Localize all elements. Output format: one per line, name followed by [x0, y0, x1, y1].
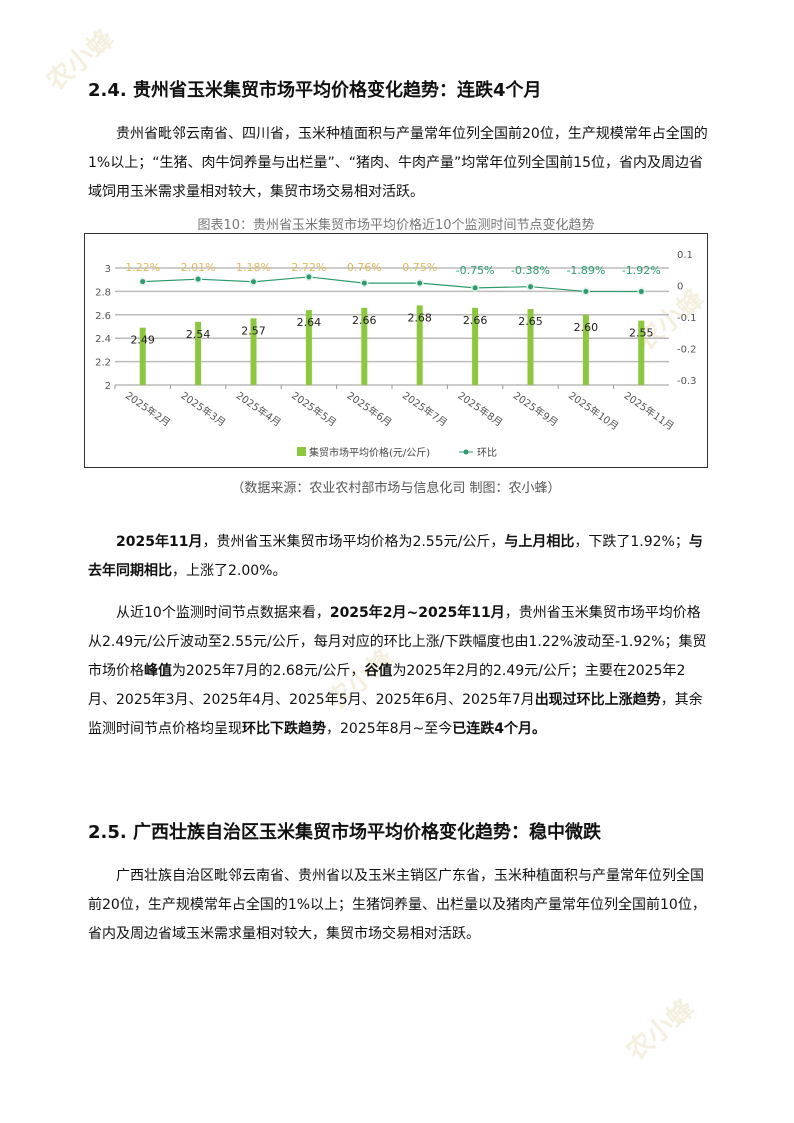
legend-bar-label: 集贸市场平均价格(元/公斤) — [309, 446, 430, 459]
bar-data-label: 2.64 — [297, 316, 322, 329]
x-tick-label: 2025年5月 — [289, 389, 339, 429]
line-data-label: -1.92% — [622, 264, 661, 277]
bar — [195, 321, 202, 385]
text-run: 从近10个监测时间节点数据来看， — [116, 605, 330, 621]
x-tick-label: 2025年11月 — [622, 389, 677, 433]
text-run: ，2025年8月~至今 — [326, 721, 453, 737]
text-run: 为2025年7月的2.68元/公斤， — [172, 663, 365, 679]
legend-line-label: 环比 — [477, 447, 497, 459]
x-tick-label: 2025年6月 — [345, 389, 395, 429]
x-tick-label: 2025年2月 — [123, 389, 173, 429]
text-run: ，上涨了2.00%。 — [172, 563, 287, 579]
text-run: 与去年同期相比 — [88, 534, 703, 579]
analysis-paragraph: 从近10个监测时间节点数据来看，2025年2月~2025年11月，贵州省玉米集贸… — [88, 599, 708, 744]
section-heading: 2.4. 贵州省玉米集贸市场平均价格变化趋势：连跌4个月 — [88, 80, 542, 101]
bar-data-label: 2.57 — [241, 324, 266, 337]
line-point — [306, 274, 312, 280]
bar — [416, 305, 423, 385]
line-data-label: 1.18% — [236, 261, 271, 274]
bar — [472, 307, 479, 385]
text-run: 环比下跌趋势 — [242, 721, 326, 737]
text-run: 出现过环比上涨趋势 — [534, 692, 661, 708]
y-tick-label: 2.8 — [95, 287, 111, 298]
y-tick-label: 2.4 — [95, 334, 111, 345]
y-tick-label: 3 — [105, 264, 111, 275]
bar-data-label: 2.66 — [463, 314, 488, 327]
text-run: ，下跌了1.92%； — [574, 534, 689, 550]
line-point — [195, 276, 201, 282]
line-point — [528, 284, 533, 290]
text-run: 2025年11月 — [116, 534, 203, 550]
text-run: 峰值 — [144, 663, 172, 679]
x-tick-label: 2025年10月 — [566, 389, 621, 433]
chart-svg: 2 2.2 2.4 2.6 2.8 3 -0.3 -0.2 -0.1 0 0.1 2.49 1.22% 2… — [95, 250, 697, 459]
y2-tick-label: 0.1 — [677, 250, 693, 261]
chart: 2 2.2 2.4 2.6 2.8 3 -0.3 -0.2 -0.1 0 0.1 2.49 1.22% 2… — [84, 233, 708, 468]
x-tick-label: 2025年9月 — [511, 389, 561, 429]
line-data-label: -0.38% — [511, 264, 550, 277]
bar — [582, 314, 589, 385]
text-run: 2025年2月~2025年11月 — [329, 605, 505, 621]
legend-line-marker — [463, 449, 469, 455]
x-tick-label: 2025年7月 — [400, 389, 450, 429]
y2-tick-label: -0.3 — [677, 376, 697, 387]
line-point — [251, 279, 256, 285]
bar — [361, 307, 368, 385]
line-point — [583, 288, 589, 294]
intro-paragraph: 贵州省毗邻云南省、四川省，玉米种植面积与产量常年位列全国前20位，生产规模常年占… — [88, 126, 708, 200]
bar-data-label: 2.68 — [407, 311, 432, 324]
line-data-label: 0.75% — [402, 261, 437, 274]
bar — [527, 308, 534, 385]
line-point — [361, 280, 367, 286]
bar-data-label: 2.66 — [352, 314, 377, 327]
summary-paragraph: 2025年11月，贵州省玉米集贸市场平均价格为2.55元/公斤，与上月相比，下跌… — [88, 528, 708, 586]
x-tick-label: 2025年3月 — [178, 389, 228, 429]
text-run: 谷值 — [364, 663, 393, 679]
line-data-label: -0.75% — [456, 264, 495, 277]
y2-tick-label: 0 — [677, 282, 683, 293]
x-tick-label: 2025年4月 — [234, 389, 284, 429]
line-series — [142, 276, 642, 293]
y2-tick-label: -0.2 — [677, 345, 697, 356]
line-data-label: 0.76% — [347, 261, 382, 274]
y-tick-label: 2.6 — [95, 311, 111, 322]
line-data-label: 1.22% — [125, 261, 160, 274]
text-run: ，贵州省玉米集贸市场平均价格为2.55元/公斤， — [202, 534, 505, 550]
line-data-label: 2.01% — [181, 261, 216, 274]
line-point — [417, 280, 423, 286]
legend-bar-swatch — [297, 447, 306, 456]
line-data-label: 2.72% — [291, 261, 326, 274]
line-point — [638, 289, 644, 295]
source-note: （数据来源：农业农村部市场与信息化司 制图：农小蜂） — [231, 481, 561, 496]
y2-tick-label: -0.1 — [677, 313, 697, 324]
x-tick-label: 2025年8月 — [455, 389, 505, 429]
bar — [250, 318, 257, 385]
bar — [305, 310, 312, 385]
watermark: 农小蜂 — [621, 993, 701, 1067]
bar-data-label: 2.55 — [629, 327, 654, 340]
line-point — [140, 279, 146, 285]
bar-data-label: 2.49 — [130, 334, 155, 347]
y-tick-label: 2.2 — [95, 358, 111, 369]
intro-paragraph: 广西壮族自治区毗邻云南省、贵州省以及玉米主销区广东省，玉米种植面积与产量常年位列… — [88, 868, 706, 942]
y-tick-label: 2 — [105, 381, 111, 392]
bar-data-label: 2.65 — [518, 315, 543, 328]
line-data-label: -1.89% — [566, 264, 605, 277]
bar — [638, 320, 645, 385]
bar-data-label: 2.60 — [574, 321, 599, 334]
text-run: ，其余监测时间节点价格均呈现 — [88, 692, 703, 737]
bar — [139, 327, 146, 385]
line-point — [472, 285, 478, 291]
chart-caption: 图表10：贵州省玉米集贸市场平均价格近10个监测时间节点变化趋势 — [197, 218, 595, 233]
bar-data-label: 2.54 — [186, 328, 211, 341]
section-heading: 2.5. 广西壮族自治区玉米集贸市场平均价格变化趋势：稳中微跌 — [88, 822, 601, 843]
text-run: 为2025年2月的2.49元/公斤；主要在2025年2月、2025年3月、202… — [88, 663, 686, 708]
text-run: 已连跌4个月。 — [452, 721, 547, 737]
text-run: ，贵州省玉米集贸市场平均价格从2.49元/公斤波动至2.55元/公斤，每月对应的… — [88, 605, 707, 679]
text-run: 与上月相比 — [504, 534, 575, 550]
